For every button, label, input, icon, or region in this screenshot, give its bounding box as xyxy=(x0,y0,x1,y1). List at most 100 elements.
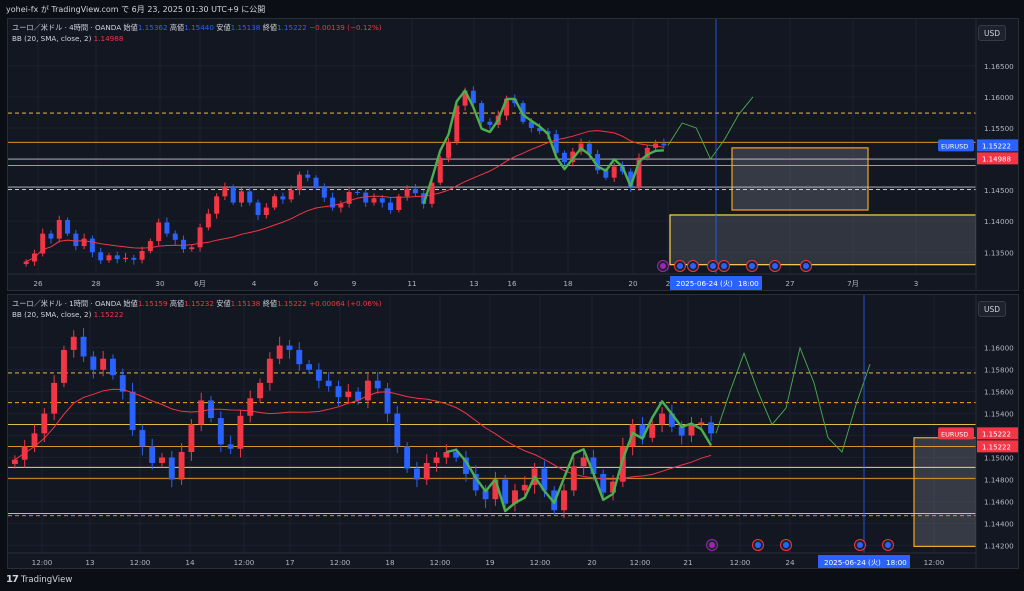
candle-body xyxy=(330,197,336,208)
legend-line-bb: BB (20, SMA, close, 2) 1.14988 xyxy=(12,33,382,44)
candle-body xyxy=(561,152,567,163)
price-tick-label: 1.13500 xyxy=(984,248,1014,257)
candle-body xyxy=(396,196,402,211)
flag-icon xyxy=(749,263,755,269)
time-tick-label: 12:00 xyxy=(630,558,651,567)
time-tick-label: 13 xyxy=(85,558,94,567)
flag-icon xyxy=(721,263,727,269)
candle-body xyxy=(40,233,46,254)
candle-body xyxy=(463,457,469,474)
bb-indicator-label[interactable]: BB (20, SMA, close, 2) xyxy=(12,34,92,43)
candle-body xyxy=(454,105,460,142)
low-value: 1.15138 xyxy=(230,23,261,32)
footer: 17 TradingView xyxy=(6,574,72,585)
candle-body xyxy=(472,473,479,491)
forecast-path-line xyxy=(667,96,754,160)
currency-button[interactable]: USD xyxy=(978,25,1006,41)
candle-body xyxy=(487,121,493,125)
candle-body xyxy=(227,444,234,449)
candle-body xyxy=(364,380,371,401)
candle-body xyxy=(214,196,220,214)
candle-body xyxy=(247,398,254,416)
candle-body xyxy=(296,349,303,365)
bb-tag: 1.15222 xyxy=(982,443,1011,451)
candle-body xyxy=(280,196,286,200)
candle-body xyxy=(374,380,381,389)
time-tick-label: 30 xyxy=(155,279,165,288)
candle-body xyxy=(257,382,263,399)
time-tick-label: 7月 xyxy=(847,279,859,288)
price-tick-label: 1.14200 xyxy=(984,541,1014,550)
candle-body xyxy=(41,413,48,434)
candle-body xyxy=(11,459,18,465)
candle-body xyxy=(421,193,427,204)
candle-body xyxy=(628,171,634,188)
zone-box xyxy=(913,437,977,548)
candle-body xyxy=(172,233,178,240)
candle-body xyxy=(678,426,685,436)
candle-body xyxy=(708,422,715,434)
flag-icon xyxy=(755,542,761,548)
candle-body xyxy=(131,257,137,260)
chart-panel-1h[interactable]: ユーロ／米ドル · 1時間 · OANDA 始値1.15159 高値1.1523… xyxy=(7,294,1019,569)
high-value: 1.15440 xyxy=(184,23,214,32)
change-value: +0.00064 (+0.06%) xyxy=(309,299,382,308)
candle-body xyxy=(178,452,185,480)
candle-body xyxy=(570,466,577,491)
candle-body xyxy=(698,422,705,425)
candle-body xyxy=(164,222,170,234)
open-label: 始値 xyxy=(123,23,138,32)
candlestick-chart-4h[interactable]: 1.165001.160001.155001.150001.145001.140… xyxy=(8,19,1019,291)
candle-body xyxy=(272,196,278,208)
bb-indicator-value: 1.14988 xyxy=(93,34,124,43)
time-tick-label: 21 xyxy=(683,558,692,567)
symbol-label: ユーロ／米ドル · 4時間 · OANDA xyxy=(12,23,122,32)
tradingview-logo-icon[interactable]: 17 xyxy=(6,574,19,585)
time-tick-label: 11 xyxy=(407,279,416,288)
time-tick-label: 14 xyxy=(185,558,195,567)
time-tick-label: 12:00 xyxy=(530,558,551,567)
candle-body xyxy=(470,90,476,104)
bb-tag-bg xyxy=(977,152,1018,165)
candle-body xyxy=(404,188,410,197)
symbol-tag: EURUSD xyxy=(941,142,968,150)
candle-body xyxy=(371,198,377,203)
candle-body xyxy=(636,157,642,188)
candle-body xyxy=(521,484,528,491)
candle-body xyxy=(181,239,186,250)
low-label: 安値 xyxy=(216,299,231,308)
chart-panel-4h[interactable]: ユーロ／米ドル · 4時間 · OANDA 始値1.15362 高値1.1544… xyxy=(7,18,1019,291)
close-label: 終値 xyxy=(262,299,278,308)
candlestick-chart-1h[interactable]: 1.160001.158001.156001.154001.152001.150… xyxy=(8,295,1019,569)
candle-body xyxy=(48,233,54,239)
candle-body xyxy=(553,134,559,153)
high-value: 1.15232 xyxy=(184,299,214,308)
candle-body xyxy=(247,191,253,203)
currency-button[interactable]: USD xyxy=(978,301,1006,317)
candle-body xyxy=(263,207,269,215)
candle-body xyxy=(197,227,203,248)
candle-body xyxy=(586,143,592,155)
candle-body xyxy=(384,388,391,414)
candle-body xyxy=(580,457,587,467)
candle-body xyxy=(198,400,205,425)
close-value: 1.15222 xyxy=(277,299,307,308)
price-tick-label: 1.15600 xyxy=(984,388,1014,397)
candle-body xyxy=(114,255,120,260)
candle-body xyxy=(394,413,401,447)
forecast-path-line xyxy=(715,346,871,453)
candle-body xyxy=(595,154,601,171)
flag-icon xyxy=(772,263,778,269)
flag-icon xyxy=(710,263,716,269)
time-tick-label: 20 xyxy=(587,558,597,567)
candle-body xyxy=(528,121,534,128)
candle-body xyxy=(404,446,411,469)
crosshair-time-bg xyxy=(670,276,762,290)
time-tick-label: 17 xyxy=(285,558,294,567)
candle-body xyxy=(338,203,344,208)
candle-body xyxy=(412,188,418,194)
bb-indicator-label[interactable]: BB (20, SMA, close, 2) xyxy=(12,310,92,319)
legend-line-bb: BB (20, SMA, close, 2) 1.15222 xyxy=(12,309,382,320)
candle-body xyxy=(335,386,342,398)
candle-body xyxy=(205,213,211,228)
